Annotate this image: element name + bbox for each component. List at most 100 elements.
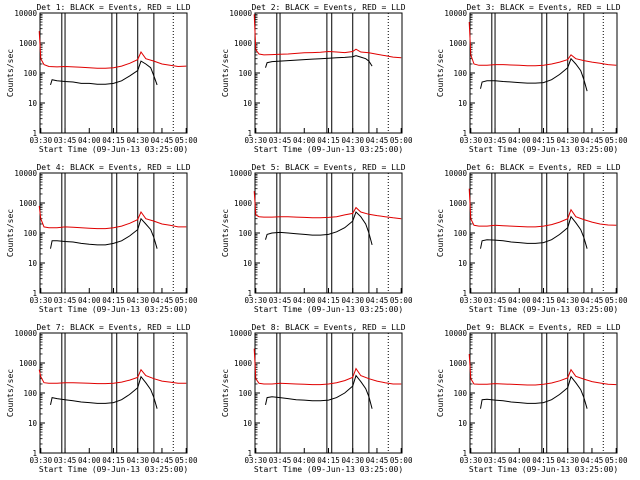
x-tick-label: 04:30 [556,456,579,465]
events-line [480,57,588,92]
x-tick-label: 04:45 [366,136,389,145]
detector-plot-5: Det 5: BLACK = Events, RED = LLD 1 10 100 10… [221,163,413,314]
x-tick-label: 04:45 [151,296,174,305]
plot-title: Det 3: BLACK = Events, RED = LLD [466,3,620,12]
x-tick-label: 04:15 [532,136,555,145]
detector-plot-9: Det 9: BLACK = Events, RED = LLD 1 10 100 10… [436,323,628,474]
y-tick-label: 1000 [19,39,38,48]
y-tick-label: 1000 [449,359,468,368]
lld-line [253,14,402,59]
events-line [265,211,373,246]
x-axis-label: Start Time (09-Jun-13 03:25:00) [39,305,188,314]
x-tick-label: 03:45 [484,136,507,145]
detector-plot-3: Det 3: BLACK = Events, RED = LLD 1 10 100 10… [436,3,628,154]
events-line [480,215,588,249]
x-tick-label: 04:00 [508,136,531,145]
y-tick-label: 1 [462,449,467,458]
x-tick-label: 03:45 [54,456,77,465]
plot-title: Det 4: BLACK = Events, RED = LLD [36,163,190,172]
y-tick-label: 10000 [444,169,467,178]
x-tick-label: 04:15 [102,136,125,145]
events-line [265,55,373,68]
y-tick-label: 1 [462,289,467,298]
lld-line [253,191,402,220]
events-line [265,374,373,409]
plot-title: Det 7: BLACK = Events, RED = LLD [36,323,190,332]
x-tick-label: 04:45 [151,456,174,465]
y-axis-label: Counts/sec [436,369,445,417]
y-tick-label: 10 [458,99,468,108]
x-tick-label: 03:45 [54,136,77,145]
x-tick-label: 03:30 [30,136,53,145]
y-axis-label: Counts/sec [6,369,15,417]
x-tick-label: 03:30 [30,456,53,465]
y-tick-label: 100 [23,229,37,238]
x-tick-label: 05:00 [175,296,198,305]
y-tick-label: 100 [23,389,37,398]
x-tick-label: 03:30 [30,296,53,305]
x-axis-label: Start Time (09-Jun-13 03:25:00) [254,305,403,314]
y-tick-label: 10000 [229,329,252,338]
x-tick-label: 03:45 [54,296,77,305]
y-tick-label: 100 [453,229,467,238]
x-axis-label: Start Time (09-Jun-13 03:25:00) [254,145,403,154]
detector-plot-2: Det 2: BLACK = Events, RED = LLD 1 10 100 10… [221,3,413,154]
y-axis-label: Counts/sec [436,49,445,97]
y-tick-label: 1000 [19,199,38,208]
y-tick-label: 10000 [444,9,467,18]
detector-plot-7: Det 7: BLACK = Events, RED = LLD 1 10 100 10… [6,323,198,474]
y-tick-label: 1000 [234,39,253,48]
x-tick-label: 03:30 [245,136,268,145]
x-tick-label: 04:30 [341,456,364,465]
x-axis-label: Start Time (09-Jun-13 03:25:00) [254,465,403,474]
events-line [50,217,158,249]
events-line [480,375,588,409]
x-tick-label: 03:45 [269,456,292,465]
y-axis-label: Counts/sec [221,209,230,257]
lld-line [468,353,617,386]
y-tick-label: 10000 [229,169,252,178]
y-tick-label: 10 [458,259,468,268]
y-tick-label: 100 [238,389,252,398]
y-tick-label: 1 [247,129,252,138]
x-tick-label: 03:30 [245,296,268,305]
detector-plot-6: Det 6: BLACK = Events, RED = LLD 1 10 100 10… [436,163,628,314]
y-tick-label: 10 [243,99,253,108]
plot-title: Det 2: BLACK = Events, RED = LLD [251,3,405,12]
x-tick-label: 04:45 [366,296,389,305]
x-tick-label: 04:45 [581,296,604,305]
y-tick-label: 1 [32,129,37,138]
x-tick-label: 04:15 [532,296,555,305]
y-tick-label: 1 [462,129,467,138]
y-tick-label: 100 [23,69,37,78]
plot-title: Det 9: BLACK = Events, RED = LLD [466,323,620,332]
y-tick-label: 1 [32,449,37,458]
x-tick-label: 04:30 [126,136,149,145]
y-tick-label: 10000 [444,329,467,338]
lld-line [468,188,617,228]
y-tick-label: 100 [453,69,467,78]
x-tick-label: 04:30 [556,136,579,145]
y-tick-label: 100 [238,69,252,78]
x-tick-label: 04:45 [581,136,604,145]
x-tick-label: 04:30 [126,296,149,305]
x-tick-label: 04:15 [317,296,340,305]
x-tick-label: 04:00 [78,136,101,145]
x-tick-label: 04:30 [126,456,149,465]
y-tick-label: 10 [28,419,38,428]
events-line [50,375,158,409]
y-tick-label: 10000 [14,169,37,178]
x-tick-label: 04:00 [508,296,531,305]
events-line [50,60,158,86]
y-tick-label: 1 [32,289,37,298]
x-axis-label: Start Time (09-Jun-13 03:25:00) [469,305,618,314]
y-tick-label: 1000 [234,359,253,368]
y-tick-label: 10000 [14,9,37,18]
lld-line [38,368,187,385]
x-tick-label: 03:30 [460,456,483,465]
plot-title: Det 8: BLACK = Events, RED = LLD [251,323,405,332]
lld-line [38,31,187,69]
x-tick-label: 04:45 [151,136,174,145]
y-tick-label: 1 [247,289,252,298]
